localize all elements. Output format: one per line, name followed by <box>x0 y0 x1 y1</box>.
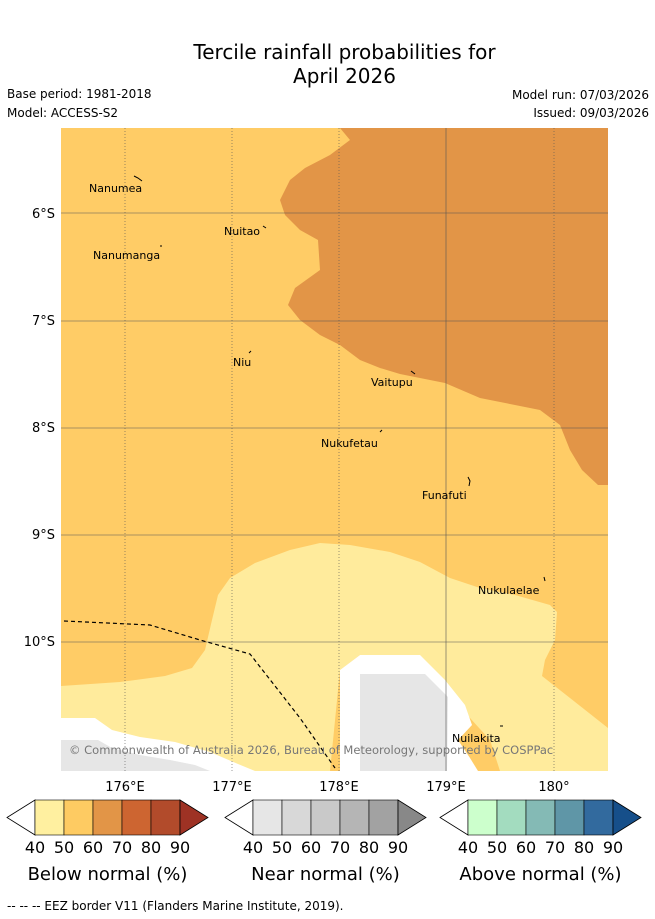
colorbar: 40 50 60 70 80 90 Above normal (%) <box>439 799 642 885</box>
colorbar-cell <box>92 799 123 836</box>
colorbar-extend-low <box>6 799 36 836</box>
colorbar-cell <box>34 799 65 836</box>
colorbar-tick-label: 70 <box>112 838 132 857</box>
colorbar-tick-label: 90 <box>603 838 623 857</box>
colorbar-tick-label: 90 <box>388 838 408 857</box>
model-run: Model run: 07/03/2026 <box>511 88 649 102</box>
colorbar-title: Above normal (%) <box>459 864 621 885</box>
colorbar-cell <box>467 799 498 836</box>
region-below-60-70 <box>280 128 608 485</box>
colorbar-tick-label: 70 <box>330 838 350 857</box>
eez-border-line <box>63 620 336 769</box>
colorbar-cell <box>525 799 556 836</box>
map-title: Tercile rainfall probabilities for April… <box>0 40 655 88</box>
colorbar-title: Near normal (%) <box>251 864 400 885</box>
place-label: Nuilakita <box>452 732 501 745</box>
colorbar-cell <box>150 799 181 836</box>
colorbar-cell <box>368 799 399 836</box>
gridlines <box>61 128 608 771</box>
colorbar-tick-label: 40 <box>25 838 45 857</box>
colorbar-tick-label: 80 <box>141 838 161 857</box>
colorbar-cell <box>496 799 527 836</box>
lat-label: 6°S <box>32 207 55 222</box>
colorbar-title: Below normal (%) <box>28 864 188 885</box>
place-label: Funafuti <box>422 489 467 502</box>
title-line-2: April 2026 <box>293 64 396 88</box>
colorbar-tick-label: 70 <box>545 838 565 857</box>
colorbar-tick-label: 80 <box>359 838 379 857</box>
colorbar-cell <box>121 799 152 836</box>
colorbar-tick-label: 50 <box>272 838 292 857</box>
colorbar-tick-label: 60 <box>83 838 103 857</box>
probability-regions <box>61 128 608 771</box>
colorbar: 40 50 60 70 80 90 Near normal (%) <box>224 799 427 885</box>
island-nukulaelae <box>543 576 546 582</box>
colorbar-tick-label: 40 <box>458 838 478 857</box>
island-nukufetau <box>379 429 383 433</box>
colorbar: 40 50 60 70 80 90 Below normal (%) <box>6 799 209 885</box>
colorbar-tick-label: 80 <box>574 838 594 857</box>
colorbar-tick-label: 60 <box>516 838 536 857</box>
island-nanumea <box>133 175 143 182</box>
place-label: Niu <box>233 356 251 369</box>
lon-label: 180° <box>538 780 569 795</box>
lat-label: 7°S <box>32 314 55 329</box>
copyright-text: © Commonwealth of Australia 2026, Bureau… <box>69 743 553 757</box>
colorbar-cell <box>63 799 94 836</box>
lon-label: 177°E <box>212 780 252 795</box>
place-label: Nukufetau <box>321 437 378 450</box>
region-near-corner <box>61 740 210 771</box>
colorbar-tick-label: 90 <box>170 838 190 857</box>
place-label: Nuitao <box>224 225 260 238</box>
lat-label: 9°S <box>32 528 55 543</box>
region-near-40-50 <box>360 674 448 771</box>
issued-date: Issued: 09/03/2026 <box>533 106 649 120</box>
colorbar-extend-low <box>439 799 469 836</box>
colorbar-extend-high <box>612 799 642 836</box>
colorbar-extend-low <box>224 799 254 836</box>
eez-footnote: -- -- -- EEZ border V11 (Flanders Marine… <box>7 899 344 913</box>
colorbar-cell <box>310 799 341 836</box>
colorbar-cell <box>339 799 370 836</box>
colorbar-tick-label: 50 <box>487 838 507 857</box>
lon-label: 176°E <box>105 780 145 795</box>
place-label: Nanumanga <box>93 249 160 262</box>
lat-label: 10°S <box>24 635 55 650</box>
place-label: Vaitupu <box>371 376 413 389</box>
colorbar-tick-label: 40 <box>243 838 263 857</box>
island-nuitao <box>262 225 267 229</box>
place-label: Nanumea <box>89 182 142 195</box>
lat-label: 8°S <box>32 421 55 436</box>
colorbar-tick-label: 60 <box>301 838 321 857</box>
colorbar-tick-label: 50 <box>54 838 74 857</box>
island-vaitupu <box>410 370 416 375</box>
title-line-1: Tercile rainfall probabilities for <box>193 40 496 64</box>
colorbar-cell <box>252 799 283 836</box>
region-below-40-50 <box>61 543 608 771</box>
colorbar-cell <box>281 799 312 836</box>
base-period: Base period: 1981-2018 <box>7 87 152 101</box>
colorbar-extend-high <box>397 799 427 836</box>
lon-label: 178°E <box>319 780 359 795</box>
island-outlines <box>133 175 546 727</box>
model-name: Model: ACCESS-S2 <box>7 106 119 120</box>
island-niu <box>248 350 252 354</box>
colorbar-cell <box>583 799 614 836</box>
place-label: Nukulaelae <box>478 584 540 597</box>
colorbar-cell <box>554 799 585 836</box>
lon-label: 179°E <box>426 780 466 795</box>
island-funafuti <box>467 476 471 487</box>
colorbar-group: 40 50 60 70 80 90 Below normal (%) 40 50 60 70 80 90… <box>6 799 642 885</box>
colorbar-extend-high <box>179 799 209 836</box>
